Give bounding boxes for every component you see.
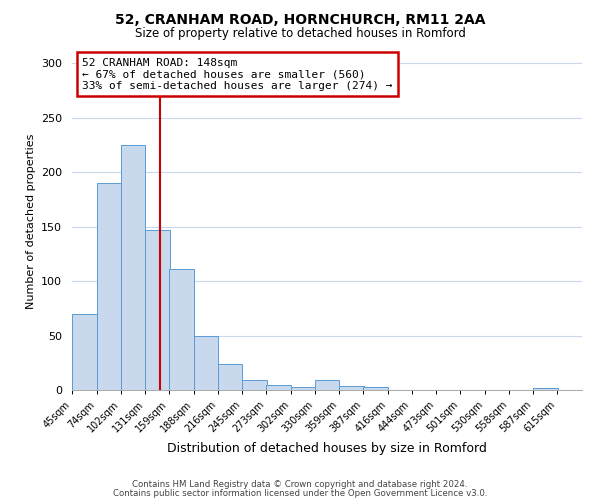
Y-axis label: Number of detached properties: Number of detached properties [26,134,35,309]
Bar [363,386,388,390]
Bar [169,269,194,390]
Bar [533,388,558,390]
Bar [121,145,145,390]
Bar [291,386,316,390]
Bar [314,380,340,390]
Text: 52 CRANHAM ROAD: 148sqm
← 67% of detached houses are smaller (560)
33% of semi-d: 52 CRANHAM ROAD: 148sqm ← 67% of detache… [82,58,392,91]
Bar [72,314,97,390]
X-axis label: Distribution of detached houses by size in Romford: Distribution of detached houses by size … [167,442,487,456]
Bar [266,384,291,390]
Bar [97,183,121,390]
Bar [218,364,242,390]
Text: Contains public sector information licensed under the Open Government Licence v3: Contains public sector information licen… [113,489,487,498]
Bar [340,386,364,390]
Bar [242,380,267,390]
Text: Contains HM Land Registry data © Crown copyright and database right 2024.: Contains HM Land Registry data © Crown c… [132,480,468,489]
Text: 52, CRANHAM ROAD, HORNCHURCH, RM11 2AA: 52, CRANHAM ROAD, HORNCHURCH, RM11 2AA [115,12,485,26]
Bar [194,336,218,390]
Text: Size of property relative to detached houses in Romford: Size of property relative to detached ho… [134,28,466,40]
Bar [145,230,170,390]
